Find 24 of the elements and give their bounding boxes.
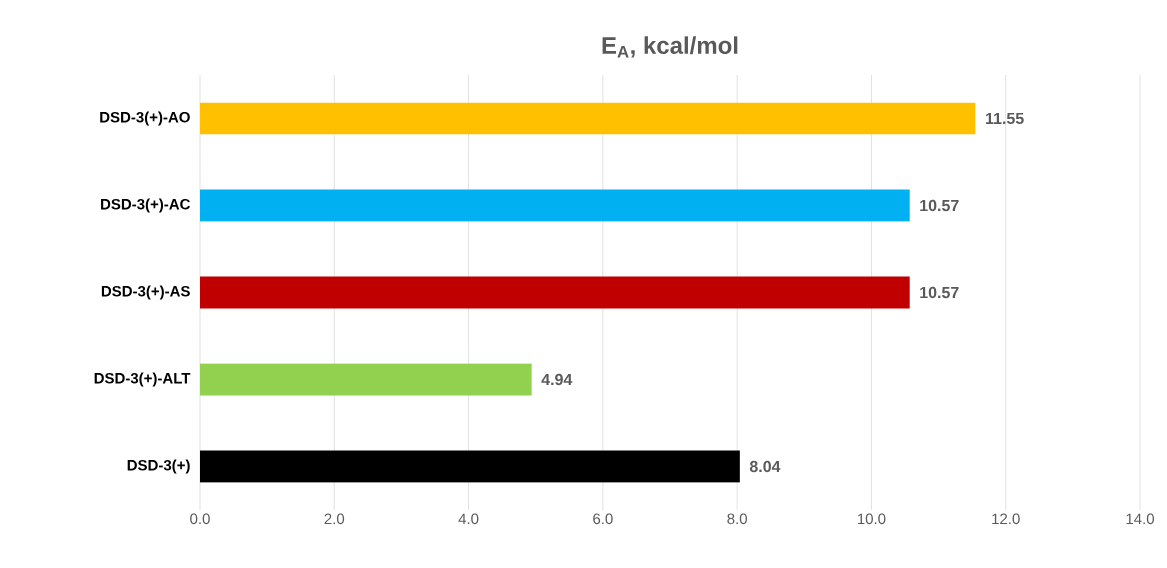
chart-title: E$_{A}$, kcal/mol <box>602 36 738 58</box>
x-tick-label: 8.0 <box>727 513 747 525</box>
bar <box>200 450 740 483</box>
y-tick-label: DSD-3(+)-AS <box>101 285 190 300</box>
data-label: 8.04 <box>749 460 781 473</box>
x-tick-label: 6.0 <box>593 513 613 525</box>
bar <box>200 276 910 309</box>
x-tick-label: 2.0 <box>324 513 345 525</box>
y-tick-label: DSD-3(+) <box>127 459 190 474</box>
data-label: 10.57 <box>920 199 959 212</box>
y-tick-label: DSD-3(+)-AC <box>101 198 191 213</box>
data-label: 4.94 <box>541 373 573 386</box>
y-tick-label: DSD-3(+)-AO <box>100 111 190 126</box>
x-tick-label: 10.0 <box>857 513 886 525</box>
x-tick-label: 4.0 <box>458 513 479 525</box>
bar <box>200 102 976 135</box>
x-tick-label: 12.0 <box>992 513 1020 525</box>
x-tick-label: 14.0 <box>1126 513 1155 525</box>
bar <box>200 363 532 396</box>
y-tick-label: DSD-3(+)-ALT <box>94 372 191 387</box>
x-tick-label: 0.0 <box>190 513 210 525</box>
data-label: 10.57 <box>920 286 959 299</box>
bar <box>200 189 910 222</box>
data-label: 11.55 <box>986 112 1024 125</box>
